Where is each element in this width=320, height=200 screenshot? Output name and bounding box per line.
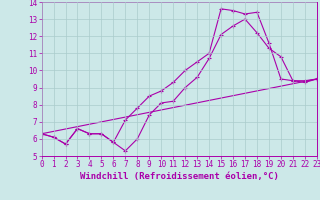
- X-axis label: Windchill (Refroidissement éolien,°C): Windchill (Refroidissement éolien,°C): [80, 172, 279, 181]
